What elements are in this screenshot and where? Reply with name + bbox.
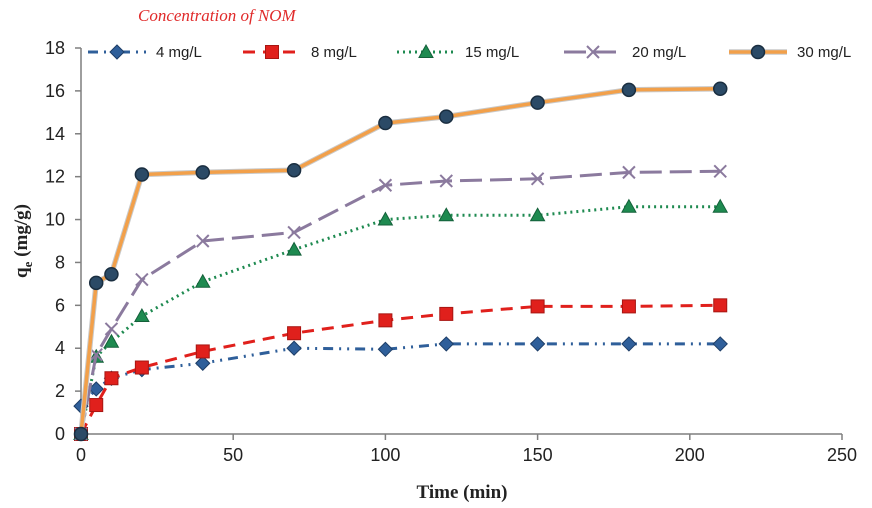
y-tick-label: 2 (55, 381, 65, 401)
data-point (530, 299, 545, 314)
axes: 0 2 4 6 8 10 12 14 16 18 0 50 100 150 200 250 (45, 38, 857, 465)
data-point (134, 308, 150, 323)
legend-item: 8 mg/L (243, 44, 357, 61)
legend-item: 4 mg/L (88, 44, 202, 61)
data-point (438, 336, 454, 352)
data-point (712, 198, 729, 213)
legend: 4 mg/L 8 mg/L 15 mg/L 20 mg/L 30 mg/L (88, 43, 851, 61)
y-tick-label: 10 (45, 210, 65, 230)
y-tick-label: 8 (55, 252, 65, 272)
x-tick-label: 150 (523, 445, 553, 465)
legend-label: 4 mg/L (156, 44, 202, 61)
y-tick-label: 4 (55, 338, 65, 358)
data-point (377, 341, 394, 358)
data-point (134, 167, 150, 182)
data-point (712, 336, 728, 352)
data-point (194, 273, 211, 288)
data-point (196, 234, 210, 248)
legend-item: 15 mg/L (397, 43, 519, 61)
series-line-shadow (78, 85, 721, 435)
data-point (89, 347, 103, 362)
series-layer (73, 81, 729, 442)
data-point (438, 207, 455, 222)
y-tick-label: 6 (55, 295, 65, 315)
data-point (378, 313, 393, 328)
series-2 (74, 298, 728, 441)
data-point (622, 165, 636, 180)
data-point (378, 178, 393, 192)
data-point (104, 266, 119, 282)
x-tick-label: 0 (76, 445, 86, 465)
data-point (529, 336, 546, 352)
chart-annotation: Concentration of NOM (138, 6, 297, 25)
data-point (104, 322, 119, 336)
data-point (529, 207, 546, 222)
legend-label: 20 mg/L (632, 44, 686, 61)
y-tick-label: 18 (45, 38, 65, 58)
legend-swatch-marker (750, 44, 766, 60)
data-point (621, 82, 637, 98)
y-tick-label: 16 (45, 81, 65, 101)
series-4 (74, 164, 727, 441)
data-point (439, 109, 454, 124)
series-line (79, 303, 721, 435)
data-point (103, 333, 120, 348)
data-point (88, 275, 104, 291)
data-point (439, 306, 454, 321)
data-point (73, 426, 89, 442)
data-point (286, 162, 302, 178)
y-axis-title: qe (mg/g) (11, 204, 35, 278)
y-tick-label: 12 (45, 167, 65, 187)
series-1 (73, 336, 728, 414)
series-line (79, 86, 721, 435)
data-point (439, 174, 453, 188)
data-point (287, 326, 302, 341)
legend-swatch-marker (586, 45, 600, 59)
data-point (286, 340, 302, 356)
data-point (621, 198, 637, 213)
data-point (713, 298, 728, 313)
x-tick-label: 200 (675, 445, 705, 465)
data-point (621, 336, 637, 352)
data-point (104, 371, 119, 386)
data-point (195, 344, 210, 359)
series-3 (73, 198, 729, 440)
legend-item: 30 mg/L (729, 44, 851, 61)
data-point (195, 165, 211, 180)
legend-label: 15 mg/L (465, 44, 519, 61)
y-axis-title-unit: (mg/g) (11, 204, 32, 262)
x-tick-label: 250 (827, 445, 857, 465)
data-point (712, 81, 728, 96)
data-point (195, 355, 211, 371)
data-point (378, 115, 393, 131)
data-point (377, 211, 394, 226)
data-point (530, 172, 545, 186)
series-line (79, 205, 721, 435)
x-axis-title: Time (min) (417, 482, 508, 503)
x-tick-label: 100 (370, 445, 400, 465)
y-axis-title-sub: e (20, 261, 35, 267)
legend-swatch-marker (418, 43, 434, 58)
legend-swatch-marker (109, 44, 125, 60)
y-tick-label: 0 (55, 424, 65, 444)
legend-swatch-marker (265, 45, 279, 59)
data-point (713, 164, 727, 179)
legend-label: 30 mg/L (797, 44, 851, 61)
data-point (286, 241, 302, 256)
data-point (89, 398, 104, 413)
data-point (134, 360, 149, 375)
data-point (135, 272, 149, 287)
legend-item: 20 mg/L (564, 44, 686, 61)
y-axis-title-main: q (11, 267, 32, 278)
y-tick-label: 14 (45, 124, 65, 144)
data-point (530, 95, 545, 110)
data-point (621, 299, 636, 314)
legend-label: 8 mg/L (311, 44, 357, 61)
series-line (79, 342, 721, 408)
series-5 (73, 81, 728, 442)
x-tick-label: 50 (223, 445, 243, 465)
data-point (287, 225, 301, 240)
